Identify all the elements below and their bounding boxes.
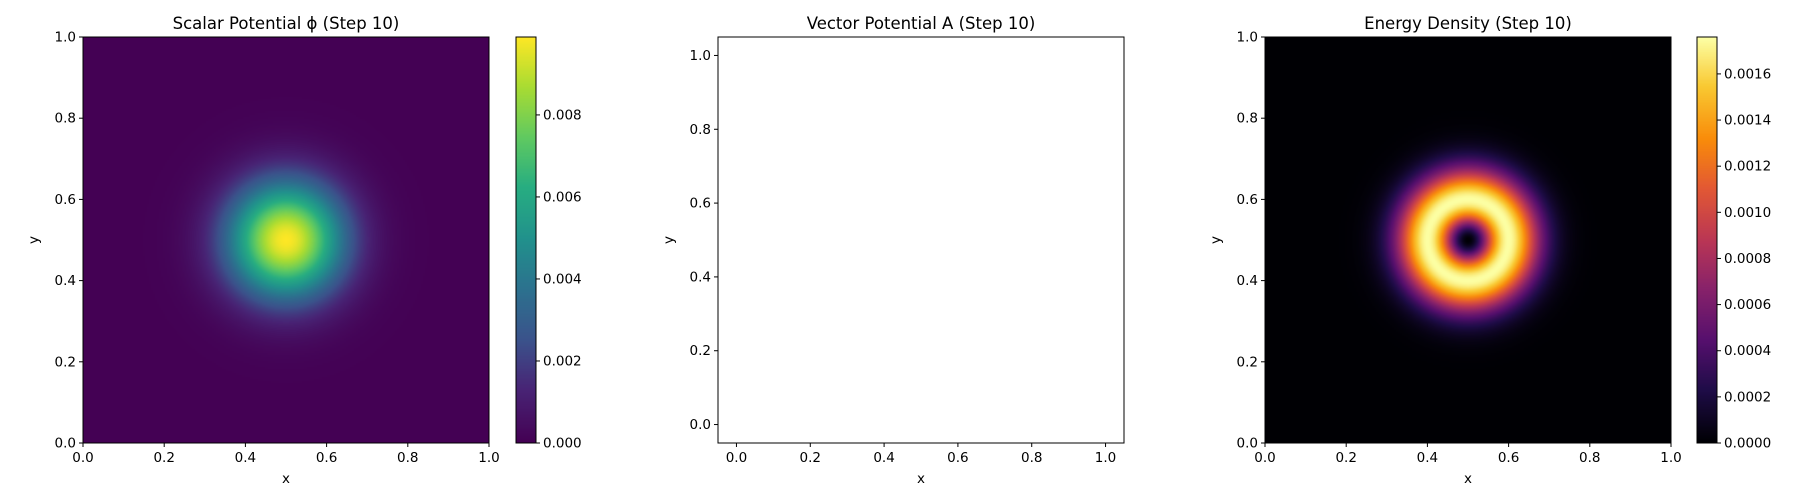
colorbar-tick-label: 0.0006 <box>1724 297 1771 313</box>
axes-frame <box>717 36 1125 444</box>
colorbar-frame <box>1696 36 1718 444</box>
x-tick-label: 0.0 <box>1254 450 1275 466</box>
x-tick-label: 0.4 <box>1417 450 1438 466</box>
axes-frame <box>1264 36 1672 444</box>
x-tick-label: 1.0 <box>1660 450 1681 466</box>
colorbar-tick-label: 0.0016 <box>1724 66 1771 82</box>
chart-title: Scalar Potential ϕ (Step 10) <box>173 14 400 33</box>
x-tick-label: 0.6 <box>316 450 337 466</box>
y-tick-label: 0.2 <box>55 354 76 370</box>
y-tick-label: 0.8 <box>1237 111 1258 127</box>
colorbar-tick-label: 0.0004 <box>1724 343 1771 359</box>
colorbar-gradient <box>516 37 536 443</box>
x-tick-label: 0.4 <box>873 450 894 466</box>
colorbar: 0.000 0.002 0.004 0.006 0.008 <box>515 36 582 452</box>
x-tick-label: 0.6 <box>947 450 968 466</box>
colorbar-tick-label: 0.0010 <box>1724 205 1771 221</box>
x-tick-label: 0.0 <box>726 450 747 466</box>
colorbar-tick-label: 0.008 <box>543 107 582 123</box>
colorbar-tick-label: 0.004 <box>543 271 582 287</box>
y-axis-label: y <box>661 236 677 244</box>
x-axis-label: x <box>1464 471 1472 487</box>
colorbar-tick-label: 0.0014 <box>1724 113 1771 129</box>
heatmap-image <box>1265 37 1671 443</box>
plot-area <box>718 37 1124 443</box>
x-tick-label: 0.8 <box>397 450 418 466</box>
x-tick-label: 0.2 <box>153 450 174 466</box>
y-tick-label: 0.8 <box>690 122 711 138</box>
panel-3: Energy Density (Step 10) 0.0 0.2 0.4 0.6 0.8 1… <box>1208 14 1771 487</box>
colorbar-tick-label: 0.0012 <box>1724 159 1771 175</box>
x-tick-label: 0.4 <box>235 450 256 466</box>
y-tick-label: 0.2 <box>690 343 711 359</box>
colorbar-tick-label: 0.002 <box>543 353 582 369</box>
y-tick-label: 0.6 <box>690 196 711 212</box>
x-tick-label: 0.6 <box>1498 450 1519 466</box>
colorbar-tick-label: 0.006 <box>543 189 582 205</box>
x-axis-label: x <box>282 471 290 487</box>
panels: Scalar Potential ϕ (Step 10) 0.0 0.2 0.4 0.6… <box>26 14 1771 487</box>
y-tick-label: 0.6 <box>55 192 76 208</box>
y-tick-label: 0.4 <box>690 269 711 285</box>
y-axis-label: y <box>26 236 42 244</box>
y-tick-label: 0.4 <box>55 273 76 289</box>
heatmap-image <box>83 37 489 443</box>
colorbar: 0.0000 0.0002 0.0004 0.0006 0.0008 0.0010 0.00… <box>1696 36 1771 452</box>
x-tick-label: 1.0 <box>1095 450 1116 466</box>
colorbar-tick-label: 0.000 <box>543 436 582 452</box>
y-tick-label: 0.4 <box>1237 273 1258 289</box>
axes-frame <box>82 36 490 444</box>
y-tick-label: 0.2 <box>1237 354 1258 370</box>
y-tick-label: 1.0 <box>55 30 76 46</box>
y-axis-label: y <box>1208 236 1224 244</box>
chart-title: Energy Density (Step 10) <box>1364 14 1572 33</box>
chart-title: Vector Potential A (Step 10) <box>807 14 1036 33</box>
x-tick-label: 0.2 <box>1335 450 1356 466</box>
x-tick-label: 0.2 <box>800 450 821 466</box>
colorbar-tick-label: 0.0000 <box>1724 436 1771 452</box>
y-tick-label: 1.0 <box>1237 30 1258 46</box>
panel-2: Vector Potential A (Step 10) 0.0 0.2 0.4 0.6… <box>661 14 1125 487</box>
x-tick-label: 0.8 <box>1579 450 1600 466</box>
panel-1: Scalar Potential ϕ (Step 10) 0.0 0.2 0.4 0.6… <box>26 14 582 487</box>
colorbar-tick-label: 0.0008 <box>1724 251 1771 267</box>
colorbar-tick-label: 0.0002 <box>1724 389 1771 405</box>
y-tick-label: 0.0 <box>1237 436 1258 452</box>
colorbar-gradient <box>1697 37 1717 443</box>
x-tick-label: 0.0 <box>72 450 93 466</box>
y-tick-label: 1.0 <box>690 48 711 64</box>
y-tick-label: 0.0 <box>690 417 711 433</box>
x-axis-label: x <box>917 471 925 487</box>
y-tick-label: 0.6 <box>1237 192 1258 208</box>
x-tick-label: 1.0 <box>478 450 499 466</box>
x-tick-label: 0.8 <box>1021 450 1042 466</box>
y-tick-label: 0.8 <box>55 111 76 127</box>
colorbar-frame <box>515 36 537 444</box>
y-tick-label: 0.0 <box>55 436 76 452</box>
